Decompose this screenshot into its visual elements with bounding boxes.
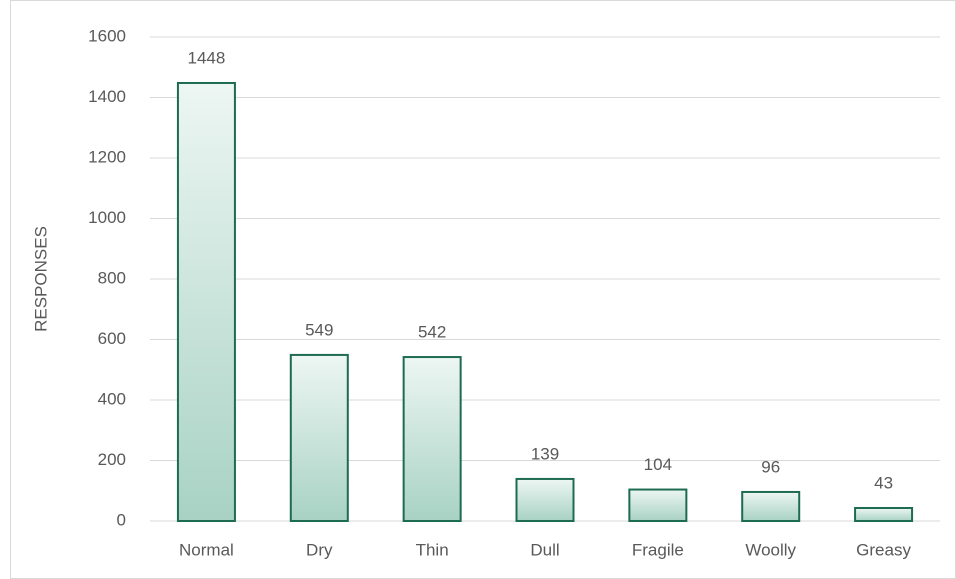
y-tick-label: 1400 [88, 87, 126, 106]
data-label: 43 [874, 473, 893, 492]
bar [741, 490, 801, 522]
y-tick-label: 800 [98, 268, 126, 287]
y-tick-label: 200 [98, 450, 126, 469]
data-label: 104 [644, 455, 672, 474]
data-label: 1448 [188, 48, 226, 67]
y-tick-label: 1200 [88, 147, 126, 166]
x-tick-label: Dull [530, 540, 559, 559]
x-tick-label: Greasy [856, 540, 911, 559]
bar [289, 353, 349, 522]
bar [176, 81, 236, 522]
y-axis-label: RESPONSES [31, 226, 50, 332]
x-tick-label: Normal [179, 540, 234, 559]
bar [854, 506, 914, 522]
data-label: 139 [531, 444, 559, 463]
x-tick-label: Woolly [745, 540, 796, 559]
data-label: 542 [418, 323, 446, 342]
bar [628, 488, 688, 523]
y-tick-label: 600 [98, 329, 126, 348]
x-tick-label: Thin [416, 540, 449, 559]
data-label: 549 [305, 320, 333, 339]
x-tick-label: Dry [306, 540, 333, 559]
y-tick-label: 400 [98, 389, 126, 408]
y-tick-label: 1000 [88, 208, 126, 227]
chart-frame [10, 0, 956, 579]
y-tick-label: 0 [117, 510, 126, 529]
bar [515, 477, 575, 523]
x-tick-label: Fragile [632, 540, 684, 559]
bar [402, 356, 462, 523]
data-label: 96 [761, 457, 780, 476]
y-tick-label: 1600 [88, 26, 126, 45]
